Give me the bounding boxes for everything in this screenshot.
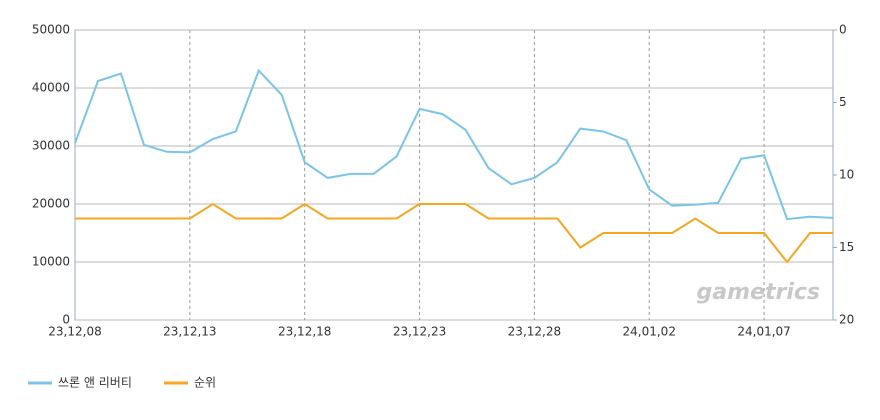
y-tick-label: 50000 [32, 23, 70, 37]
watermark: gametrics [697, 280, 820, 305]
y-tick-label: 30000 [32, 139, 70, 153]
x-tick-label: 24,01,07 [737, 325, 790, 339]
y-tick-label: 20000 [32, 197, 70, 211]
series-line [74, 68, 834, 221]
y-tick-label: 10000 [32, 255, 70, 269]
y-tick-label: 40000 [32, 81, 70, 95]
x-tick-label: 23,12,18 [278, 325, 331, 339]
plot-frame [74, 29, 834, 321]
x-tick-label: 23,12,23 [393, 325, 446, 339]
x-tick-label: 24,01,02 [623, 325, 676, 339]
x-tick-label: 23,12,08 [48, 325, 101, 339]
y-tick-label: 0 [62, 313, 70, 327]
y2-tick-label: 15 [839, 240, 854, 254]
y2-tick-label: 20 [839, 313, 854, 327]
x-tick-label: 23,12,28 [508, 325, 561, 339]
legend-label: 쓰론 앤 리버티 [58, 376, 132, 390]
x-tick-label: 23,12,13 [163, 325, 216, 339]
legend-label: 순위 [194, 376, 216, 390]
y2-tick-label: 5 [839, 95, 847, 109]
y2-tick-label: 10 [839, 168, 854, 182]
series-line [75, 202, 833, 264]
y2-tick-label: 0 [839, 23, 847, 37]
